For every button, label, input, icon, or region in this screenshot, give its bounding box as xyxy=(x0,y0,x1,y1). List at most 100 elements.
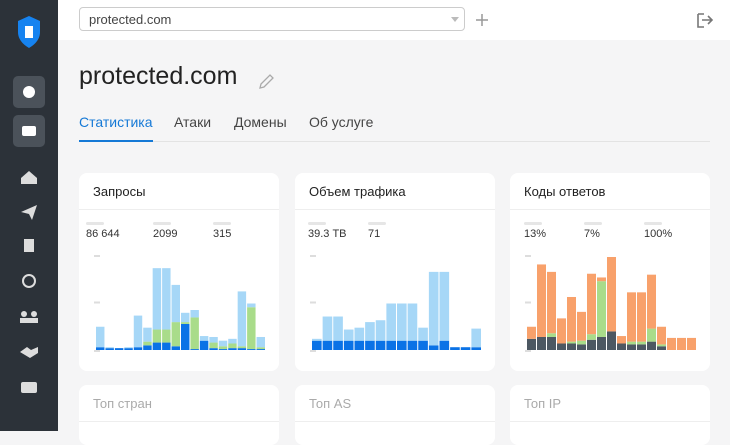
axis-placeholder xyxy=(94,255,100,257)
bar-segment xyxy=(365,340,375,350)
tab[interactable]: Домены xyxy=(234,114,287,130)
bar-segment xyxy=(124,347,133,349)
bar-segment xyxy=(597,277,606,282)
bar-segment xyxy=(209,336,218,343)
bar-segment xyxy=(247,303,256,308)
bar-segment xyxy=(143,341,152,346)
bar-segment xyxy=(647,328,656,342)
bar-segment xyxy=(237,346,247,349)
bar-segment xyxy=(428,271,439,346)
tabs: Статистика Атаки Домены Об услуге xyxy=(79,114,710,142)
bar-segment xyxy=(247,307,256,350)
bar-segment xyxy=(587,339,596,350)
bar-segment xyxy=(343,340,354,350)
bar-segment xyxy=(677,337,686,350)
bar-segment xyxy=(190,317,199,350)
card-title: Запросы xyxy=(93,184,146,199)
bar-segment xyxy=(133,315,143,348)
bar-segment xyxy=(471,328,481,348)
bar-segment xyxy=(617,343,626,350)
bar-segment xyxy=(471,347,481,350)
bar-segment xyxy=(152,342,162,350)
divider xyxy=(79,421,279,422)
bar-segment xyxy=(547,333,556,337)
bar-segment xyxy=(256,347,265,350)
sidebar-icons xyxy=(13,16,45,393)
axis-placeholder xyxy=(310,301,316,304)
bar-segment xyxy=(333,316,343,341)
stat-value: 315 xyxy=(213,228,232,240)
bar-segment xyxy=(365,322,375,341)
tab[interactable]: Атаки xyxy=(174,114,212,130)
bar-segment xyxy=(133,347,143,350)
stat-card: Объем трафика 39.3 ТВ 71 xyxy=(295,173,495,371)
stat-value: 39.3 ТВ xyxy=(308,228,347,240)
bar-segment xyxy=(557,343,566,350)
divider xyxy=(510,209,710,210)
bar-segment xyxy=(333,340,343,350)
bar-segment xyxy=(218,349,228,350)
bar-segment xyxy=(343,329,354,341)
stat-value: 71 xyxy=(368,228,381,240)
bar-segment xyxy=(181,323,190,350)
bar-segment xyxy=(375,340,386,350)
stat-label-placeholder xyxy=(524,222,542,225)
stat-label-placeholder xyxy=(153,222,171,225)
stat-value: 7% xyxy=(584,228,600,240)
bar-segment xyxy=(418,327,428,341)
tab[interactable]: Статистика xyxy=(79,114,153,142)
bar-segment xyxy=(143,327,152,342)
bar-segment xyxy=(439,271,450,341)
bar-segment xyxy=(657,344,666,347)
bar-segment xyxy=(557,318,566,344)
bar-segment xyxy=(627,292,636,342)
bar-segment xyxy=(256,349,265,350)
axis-placeholder xyxy=(525,255,531,257)
bar-segment xyxy=(397,303,407,341)
bar-segment xyxy=(597,336,606,350)
bar-segment xyxy=(537,264,546,337)
domain-select[interactable]: protected.com xyxy=(79,7,465,31)
list-card: Топ IP xyxy=(510,385,710,445)
bar-segment xyxy=(587,273,596,335)
tab[interactable]: Об услуге xyxy=(309,114,374,130)
list-card: Топ стран xyxy=(79,385,279,445)
bar-segment xyxy=(527,338,536,350)
bar-chart xyxy=(94,255,265,352)
bar-segment xyxy=(322,340,333,350)
bar-segment xyxy=(607,331,616,350)
bar-segment xyxy=(181,312,190,323)
bar-segment xyxy=(577,311,586,341)
bar-segment xyxy=(418,340,428,350)
bar-segment xyxy=(209,348,218,350)
card-title: Объем трафика xyxy=(309,184,406,199)
bar-segment xyxy=(627,341,636,345)
stat-label-placeholder xyxy=(86,222,104,225)
bar-segment xyxy=(460,347,471,350)
bar-chart xyxy=(525,255,696,352)
card-title: Топ AS xyxy=(309,396,352,411)
bar-segment xyxy=(190,349,199,350)
bar-segment xyxy=(354,327,365,341)
bar-segment xyxy=(397,340,407,350)
axis-placeholder xyxy=(310,350,316,352)
bar-segment xyxy=(152,268,162,330)
bar-segment xyxy=(428,345,439,350)
bar-segment xyxy=(152,329,162,343)
bar-segment xyxy=(647,274,656,329)
bar-segment xyxy=(617,336,626,344)
bar-segment xyxy=(354,340,365,350)
bar-segment xyxy=(171,346,180,350)
bar-segment xyxy=(407,340,418,350)
bar-segment xyxy=(218,340,228,347)
bar-segment xyxy=(657,346,666,350)
stat-card: Запросы 86 644 2099 315 xyxy=(79,173,279,371)
bar-segment xyxy=(567,296,576,342)
bar-segment xyxy=(547,336,556,350)
page: protected.com protected.com Статистика Ат… xyxy=(0,0,714,431)
stat-card: Коды ответов 13% 7% 100% xyxy=(510,173,710,371)
bar-segment xyxy=(162,329,171,343)
bar-segment xyxy=(114,348,124,350)
bar-segment xyxy=(218,346,228,350)
axis-placeholder xyxy=(94,350,100,352)
